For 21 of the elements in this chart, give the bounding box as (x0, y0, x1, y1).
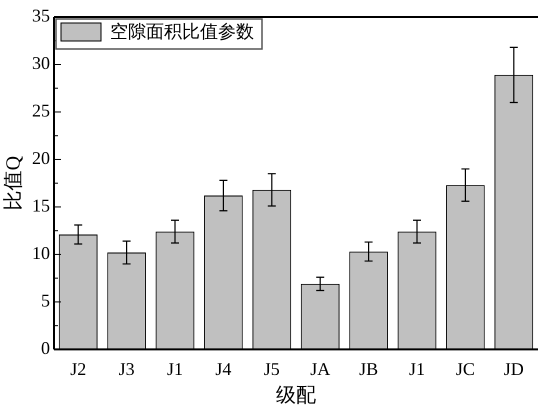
y-tick-label: 15 (32, 196, 50, 216)
x-tick-label: J1 (408, 358, 426, 379)
y-tick-label: 20 (32, 148, 50, 168)
x-tick-label: JC (456, 358, 475, 379)
y-axis-title: 比值Q (2, 155, 24, 210)
y-tick-label: 35 (32, 6, 50, 26)
legend-label: 空隙面积比值参数 (110, 22, 254, 42)
x-tick-label: JD (504, 358, 524, 379)
x-tick-label: J5 (264, 358, 280, 379)
x-tick-label: J4 (215, 358, 232, 379)
x-tick-label: J3 (118, 358, 135, 379)
y-tick-label: 30 (32, 53, 50, 74)
x-axis-title: 级配 (276, 384, 316, 406)
y-tick-label: 5 (41, 290, 50, 311)
x-tick-label: J1 (166, 358, 184, 379)
x-tick-label: J2 (70, 358, 86, 379)
y-tick-label: 0 (41, 338, 50, 358)
y-tick-label: 25 (32, 100, 50, 121)
x-tick-label: JB (359, 358, 378, 379)
x-tick-label: JA (310, 358, 330, 379)
y-tick-label: 10 (32, 243, 50, 264)
